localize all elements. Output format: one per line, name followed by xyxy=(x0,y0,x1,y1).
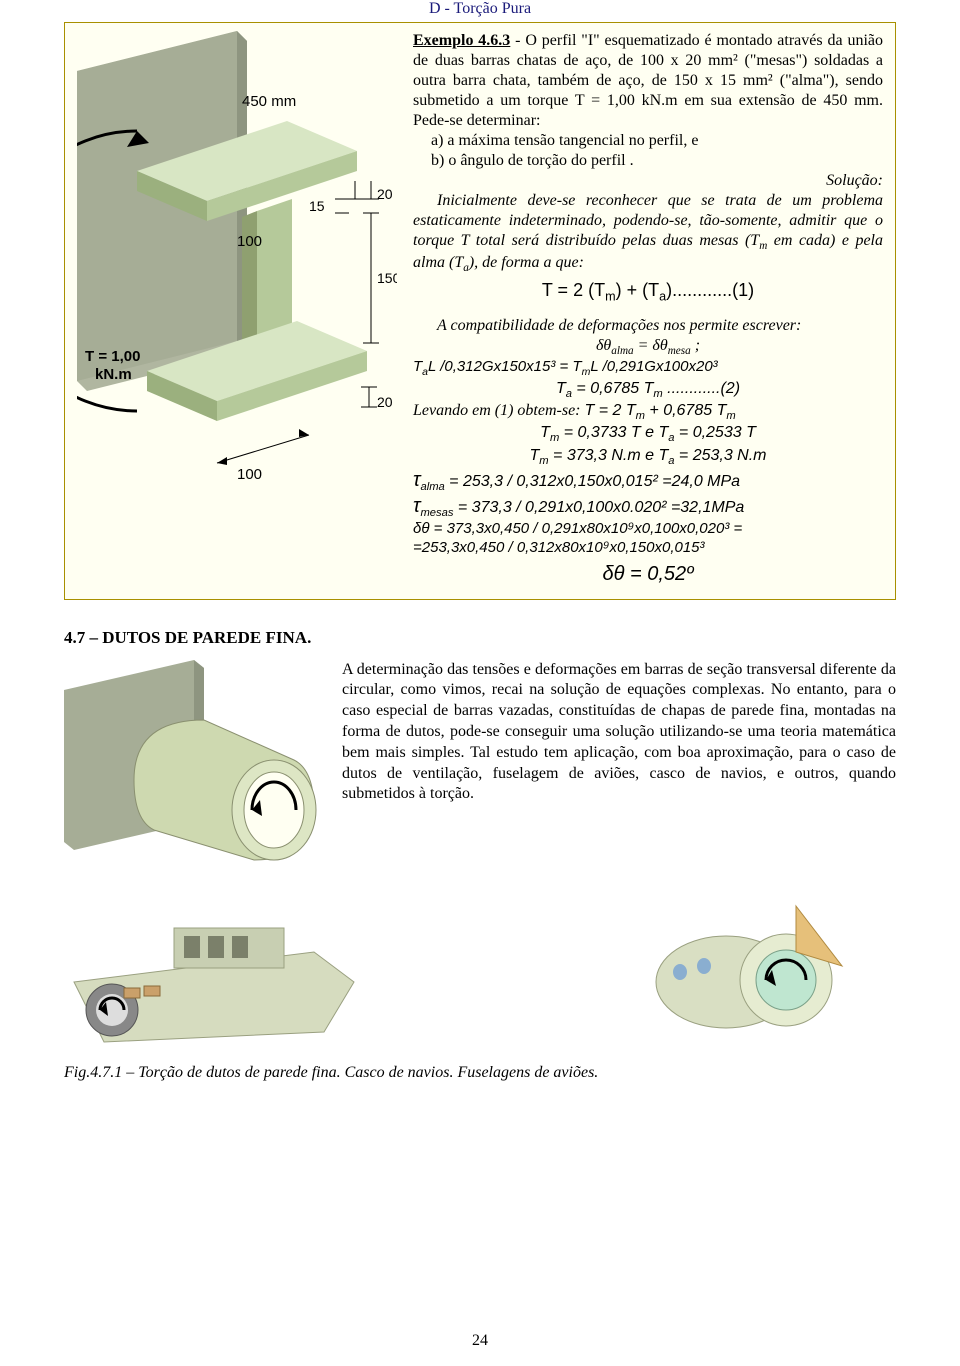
eq-1: T = 2 (Tm) + (Ta)............(1) xyxy=(413,279,883,305)
bullet-b: b) o ângulo de torção do perfil . xyxy=(413,151,883,171)
eq-2a: δθalma = δθmesa ; xyxy=(413,336,883,358)
svg-text:20: 20 xyxy=(377,394,393,410)
dtheta-result: δθ = 0,52º xyxy=(413,562,883,587)
i-beam-figure: 450 mm 100 T = 1,00 kN.m 20 150 15 100 2… xyxy=(77,31,397,561)
fig-471-caption: Fig.4.7.1 – Torção de dutos de parede fi… xyxy=(64,1064,896,1082)
svg-text:100: 100 xyxy=(237,466,262,483)
page-number: 24 xyxy=(0,1332,960,1350)
length-label: 450 mm xyxy=(242,93,296,110)
example-box: 450 mm 100 T = 1,00 kN.m 20 150 15 100 2… xyxy=(64,22,896,600)
example-title: Exemplo 4.6.3 xyxy=(413,32,510,49)
page-header: D - Torção Pura xyxy=(64,0,896,18)
ship-figure xyxy=(64,892,364,1052)
dtheta-a: δθ = 373,3x0,450 / 0,291x80x10⁹x0,100x0,… xyxy=(413,520,883,539)
tm-line: Tm = 0,3733 T e Ta = 0,2533 T xyxy=(413,423,883,445)
svg-text:150: 150 xyxy=(377,270,397,286)
eq-2b: TaL /0,312Gx150x15³ = TmL /0,291Gx100x20… xyxy=(413,358,883,379)
svg-text:20: 20 xyxy=(377,186,393,202)
torque-label-1: T = 1,00 xyxy=(85,348,140,365)
compat-line: A compatibilidade de deformações nos per… xyxy=(413,316,883,336)
lev-line: Levando em (1) obtem-se: T = 2 Tm + 0,67… xyxy=(413,401,883,423)
torque-label-2: kN.m xyxy=(95,366,132,383)
dtheta-b: =253,3x0,450 / 0,312x80x10⁹x0,150x0,015³ xyxy=(413,539,883,558)
example-text: Exemplo 4.6.3 - O perfil "I" esquematiza… xyxy=(413,31,883,587)
flange-w-label: 100 xyxy=(237,233,262,250)
tm2-line: Tm = 373,3 N.m e Ta = 253,3 N.m xyxy=(413,446,883,468)
section-47-body: A determinação das tensões e deformações… xyxy=(342,660,896,864)
figure-row xyxy=(64,892,896,1052)
section-47-title: 4.7 – DUTOS DE PAREDE FINA. xyxy=(64,628,896,648)
tau-mesas: τmesas = 373,3 / 0,291x0,100x0.020² =32,… xyxy=(413,494,883,520)
figure-column: 450 mm 100 T = 1,00 kN.m 20 150 15 100 2… xyxy=(77,31,397,587)
solucao-label: Solução: xyxy=(413,171,883,191)
bullet-a: a) a máxima tensão tangencial no perfil,… xyxy=(413,131,883,151)
duct-figure xyxy=(64,660,324,880)
fuselage-figure xyxy=(636,892,896,1052)
tau-alma: τalma = 253,3 / 0,312x0,150x0,015² =24,0… xyxy=(413,468,883,494)
eq-2c: Ta = 0,6785 Tm ............(2) xyxy=(413,379,883,401)
svg-text:15: 15 xyxy=(309,198,325,214)
